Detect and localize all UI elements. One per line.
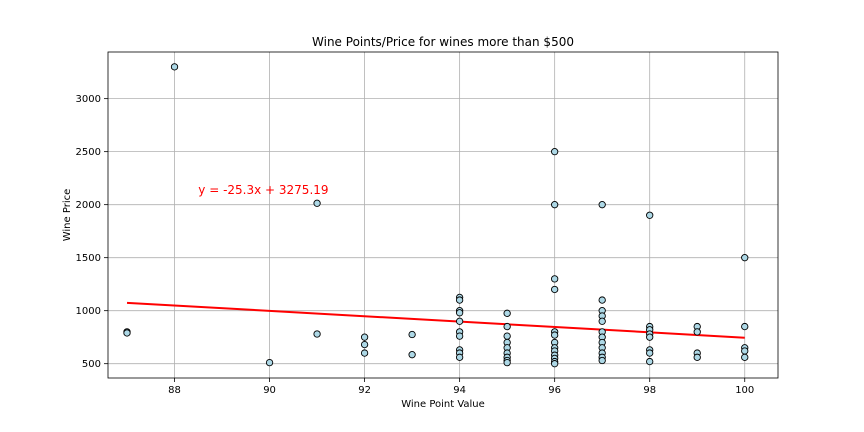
data-point (503, 332, 511, 340)
data-point (455, 353, 464, 361)
data-point (360, 340, 369, 349)
x-tick-label: 96 (548, 385, 561, 396)
x-tick-label: 92 (358, 385, 371, 396)
data-point (170, 63, 179, 71)
data-point (646, 211, 654, 219)
y-tick-label: 1000 (76, 306, 101, 317)
regression-equation: y = -25.3x + 3275.19 (198, 183, 328, 197)
x-axis-ticks: 88 90 92 94 96 98 100 (168, 378, 754, 396)
data-point (646, 333, 654, 341)
x-tick-label: 98 (643, 385, 656, 396)
chart-title: Wine Points/Price for wines more than $5… (312, 35, 574, 49)
data-point (598, 201, 606, 209)
y-tick-label: 500 (82, 359, 101, 370)
data-point (598, 317, 606, 325)
y-axis-ticks: 500 1000 1500 2000 2500 3000 (76, 94, 108, 370)
data-point (408, 351, 416, 359)
y-tick-label: 1500 (76, 253, 101, 264)
x-tick-label: 100 (735, 385, 754, 396)
data-point (313, 330, 321, 338)
data-point (123, 329, 131, 337)
x-tick-label: 88 (168, 385, 181, 396)
data-point (455, 309, 464, 317)
x-axis-label: Wine Point Value (401, 399, 485, 410)
regression-line (126, 301, 745, 339)
regression-layer (126, 301, 745, 339)
data-point (503, 358, 511, 367)
data-point (360, 333, 369, 341)
data-point (693, 353, 701, 361)
data-point (551, 148, 559, 156)
data-point (551, 360, 559, 368)
data-point (741, 254, 749, 262)
data-point (693, 328, 701, 336)
data-point (551, 201, 559, 209)
y-tick-label: 2000 (76, 200, 101, 211)
data-point (360, 349, 369, 357)
data-point (741, 347, 749, 355)
y-tick-label: 3000 (76, 94, 101, 105)
data-point (313, 199, 321, 207)
data-point (503, 322, 511, 331)
data-point (551, 275, 559, 283)
data-point (455, 317, 464, 325)
data-point (598, 296, 606, 304)
data-point (408, 330, 416, 339)
data-point (455, 296, 464, 304)
data-point (741, 353, 749, 361)
data-point (551, 331, 559, 339)
data-point (741, 322, 749, 331)
y-axis-label: Wine Price (62, 189, 73, 242)
data-point (646, 349, 654, 357)
x-tick-label: 94 (453, 385, 466, 396)
data-point (503, 309, 511, 317)
data-point (265, 358, 274, 367)
plot-frame (107, 51, 779, 379)
plot-area (108, 52, 778, 378)
data-point (646, 357, 654, 366)
x-tick-label: 90 (263, 385, 276, 396)
data-point (551, 285, 559, 294)
data-point (598, 356, 606, 365)
y-tick-label: 2500 (76, 147, 101, 158)
data-points (123, 63, 749, 368)
data-point (455, 332, 464, 340)
